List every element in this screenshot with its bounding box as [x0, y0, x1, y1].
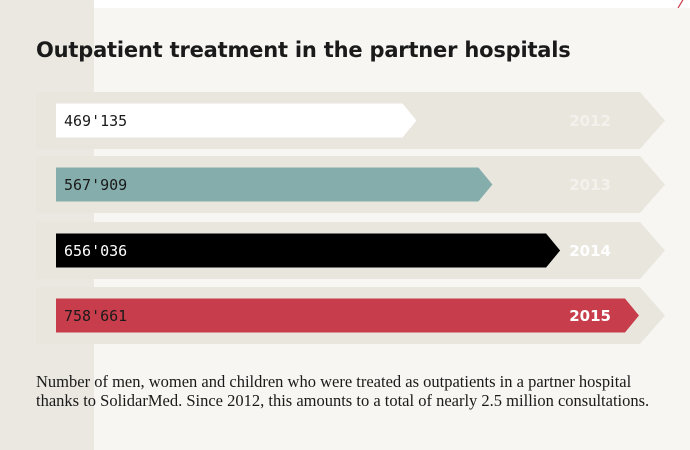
value-label-2013: 567'909 [64, 176, 127, 194]
bar-2014 [56, 233, 561, 268]
corner-mark [677, 0, 684, 8]
chart-title: Outpatient treatment in the partner hosp… [36, 38, 571, 62]
value-label-2014: 656'036 [64, 242, 127, 260]
value-label-2015: 758'661 [64, 307, 127, 325]
bar-2015 [56, 298, 639, 333]
chart-caption: Number of men, women and children who we… [36, 372, 650, 410]
bar-2013 [56, 167, 493, 202]
value-label-2012: 469'135 [64, 112, 127, 130]
year-label-2013: 2013 [569, 176, 611, 194]
year-label-2015: 2015 [569, 307, 611, 325]
bar-chart: 469'135 2012 567'909 2013 656'036 2014 758'661… [36, 92, 665, 344]
year-label-2014: 2014 [569, 242, 611, 260]
year-label-2012: 2012 [569, 112, 611, 130]
bar-2012 [56, 103, 417, 138]
top-strip [94, 0, 690, 8]
